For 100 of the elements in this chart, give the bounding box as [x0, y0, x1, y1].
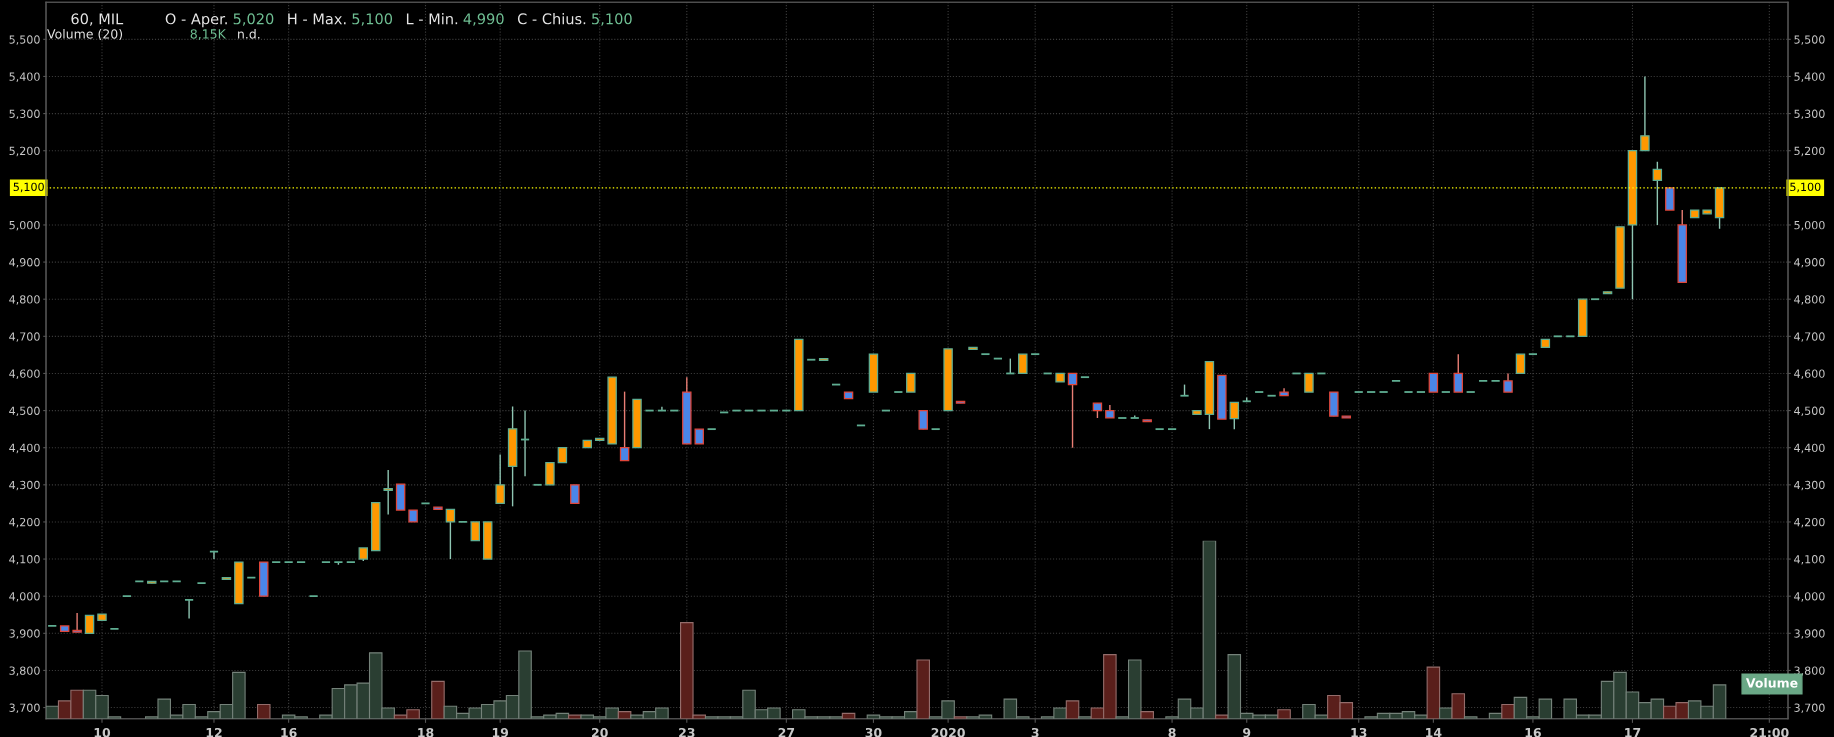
candlestick [1527, 353, 1538, 356]
x-tick-label: 10 [94, 727, 111, 737]
y2-tick-label: 3,700 [1794, 703, 1825, 714]
y-tick-label: 5,300 [9, 109, 40, 120]
candlestick [1229, 401, 1240, 430]
candlestick [1154, 428, 1165, 431]
y-tick-label: 4,700 [9, 332, 40, 342]
y-tick-label: 5,400 [9, 72, 40, 82]
x-tick-label: 9 [1243, 727, 1251, 737]
annotation: Volume [1745, 677, 1798, 688]
x-tick-label: 21:00 [1750, 727, 1789, 737]
candlestick [246, 576, 257, 579]
candlestick [1304, 372, 1314, 393]
candlestick [1503, 372, 1513, 393]
y2-tick-label: 4,100 [1794, 555, 1825, 565]
annotation: O - Aper. [165, 13, 227, 28]
candlestick [208, 550, 219, 560]
annotation: 4,990 [463, 13, 504, 26]
candlestick [308, 595, 319, 598]
bar [1065, 700, 1080, 719]
y2-tick-label: 4,300 [1794, 480, 1825, 491]
x-tick-label: 3 [1031, 727, 1039, 737]
y2-tick-label: 5,400 [1794, 72, 1825, 82]
y2-tick-label: 5,000 [1794, 220, 1825, 231]
candlestick [906, 372, 916, 393]
y-tick-label: 3,700 [9, 703, 40, 714]
bar [1140, 711, 1154, 719]
candlestick [706, 428, 717, 431]
x-tick-label: 12 [206, 727, 222, 737]
candlestick [134, 580, 145, 583]
candlestick [1453, 353, 1463, 393]
x-tick-label: 13 [1351, 727, 1367, 737]
bar [1501, 703, 1515, 719]
candlestick [1018, 353, 1028, 375]
y-tick-label: 4,100 [9, 555, 40, 565]
candlestick [980, 353, 991, 356]
candlestick [1590, 298, 1601, 301]
candlestick [121, 595, 132, 598]
candlestick [930, 428, 941, 431]
candlestick [383, 469, 393, 516]
candlestick [184, 598, 195, 620]
candlestick [1030, 353, 1041, 356]
candlestick [109, 627, 120, 630]
y2-tick-label: 3,800 [1794, 666, 1825, 676]
candlestick [1640, 75, 1650, 152]
candlestick [1565, 335, 1576, 338]
annotation: Volume (20) [47, 28, 123, 41]
candlestick [72, 612, 82, 633]
y-tick-label: 4,800 [9, 295, 40, 305]
candlestick [420, 502, 431, 505]
y-tick-label: 4,600 [9, 369, 40, 379]
annotation: 5,100 [352, 13, 393, 26]
candlestick [495, 453, 505, 505]
y-tick-label: 4,200 [9, 517, 40, 528]
bar [1451, 693, 1466, 719]
annotation: H - Max. [288, 13, 346, 25]
x-tick-label: 18 [418, 727, 434, 737]
candlestick [1391, 379, 1402, 382]
candlestick [196, 582, 207, 585]
annotation: 5,020 [233, 13, 274, 26]
y-tick-label: 4,900 [9, 258, 40, 268]
x-tick-label: 30 [865, 727, 882, 737]
x-tick-label: 2020 [931, 727, 965, 737]
y-tick-label: 4,000 [9, 592, 40, 602]
bar [1277, 709, 1291, 719]
annotation: n.d. [238, 28, 260, 39]
candlestick [445, 508, 456, 560]
candlestick [159, 580, 170, 583]
text: 60, MIL [71, 13, 124, 26]
y-tick-label: 3,900 [9, 629, 40, 639]
candlestick [1266, 394, 1277, 397]
annotation: 8,15K [190, 29, 227, 40]
candlestick [532, 483, 543, 486]
annotation: L - Min. [406, 13, 458, 25]
candlestick [171, 580, 182, 583]
candlestick [1652, 161, 1663, 226]
bar [431, 680, 445, 719]
y2-tick-label: 4,000 [1794, 592, 1825, 602]
candlestick [1167, 428, 1178, 431]
candlestick [1428, 372, 1439, 393]
x-tick-label: 17 [1625, 728, 1641, 737]
y-tick-label: 4,500 [9, 406, 40, 417]
bar [1426, 666, 1441, 719]
x-tick-label: 14 [1426, 728, 1442, 737]
y2-tick-label: 4,800 [1794, 295, 1825, 305]
candlestick [918, 409, 928, 430]
candlestick [1515, 353, 1526, 375]
y-tick-label: 3,800 [9, 666, 40, 676]
x-tick-label: 16 [281, 727, 297, 737]
x-tick-label: 23 [679, 727, 695, 737]
y2-tick-label: 4,900 [1794, 258, 1825, 268]
y2-tick-label: 5,200 [1794, 146, 1825, 157]
bar [256, 703, 271, 719]
ref-line-label: 5,100 [13, 182, 44, 193]
candlestick [47, 624, 58, 627]
candlestick [1552, 335, 1563, 338]
y2-tick-label: 4,400 [1794, 443, 1825, 454]
y-tick-label: 5,500 [9, 35, 40, 45]
candlestick [1079, 376, 1090, 379]
x-tick-label: 20 [592, 727, 608, 737]
